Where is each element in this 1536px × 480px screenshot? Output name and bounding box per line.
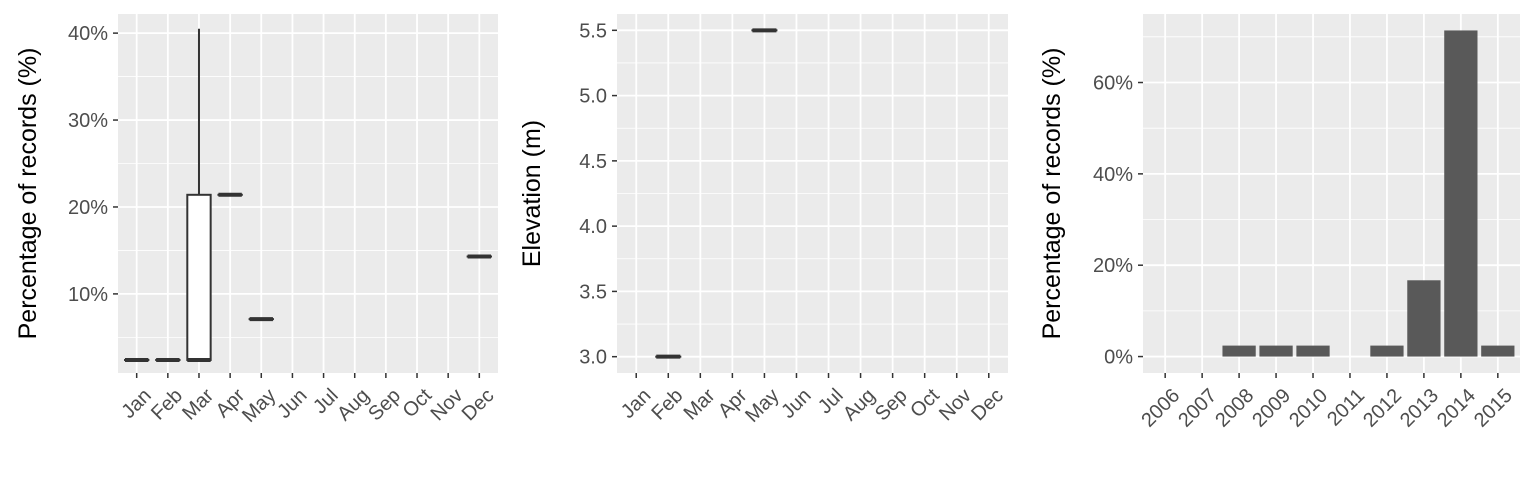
x-tick-label: Oct — [906, 384, 944, 422]
x-tick-label: Jan — [617, 385, 655, 423]
x-tick-label: Jan — [117, 385, 155, 423]
y-tick-label: 3.0 — [579, 347, 607, 369]
x-tick-label: 2006 — [1137, 385, 1184, 432]
y-tick-label: 10% — [68, 284, 108, 306]
box-Mar — [186, 193, 212, 361]
month-percentage-boxplot-panel: 10%20%30%40%JanFebMarAprMayJunJulAugSepO… — [14, 14, 498, 427]
x-tick-label: Aug — [839, 385, 880, 426]
y-axis-title: Percentage of records (%) — [14, 48, 42, 340]
bar-2010 — [1296, 345, 1330, 357]
bar-2008 — [1222, 345, 1256, 357]
panel-background — [118, 14, 498, 373]
y-tick-label: 20% — [68, 197, 108, 219]
x-tick-label: Jun — [777, 385, 815, 423]
y-tick-label: 3.5 — [579, 281, 607, 303]
y-tick-label: 5.0 — [579, 86, 607, 108]
y-tick-label: 20% — [1093, 255, 1133, 277]
x-tick-label: Nov — [935, 385, 976, 426]
x-tick-label: Oct — [399, 384, 437, 422]
x-tick-label: 2007 — [1174, 385, 1221, 432]
bar-2012 — [1370, 345, 1404, 357]
y-tick-label: 5.5 — [579, 20, 607, 42]
x-tick-label: Feb — [147, 385, 187, 425]
x-tick-label: May — [741, 385, 783, 427]
x-tick-label: 2011 — [1323, 385, 1369, 431]
y-tick-label: 40% — [1093, 164, 1133, 186]
y-tick-label: 4.5 — [579, 151, 607, 173]
bar-2009 — [1259, 345, 1293, 357]
x-tick-label: Mar — [680, 384, 720, 424]
x-tick-label: 2012 — [1359, 385, 1406, 432]
x-tick-label: 2009 — [1248, 385, 1295, 432]
y-tick-label: 0% — [1104, 347, 1133, 369]
x-tick-label: Jun — [273, 385, 311, 423]
x-tick-label: 2013 — [1396, 385, 1443, 432]
x-tick-label: Feb — [647, 385, 687, 425]
month-elevation-boxplot-panel: 3.03.54.04.55.05.5JanFebMarAprMayJunJulA… — [518, 14, 1008, 427]
bar-2014 — [1444, 30, 1478, 357]
x-tick-label: Sep — [871, 385, 912, 426]
y-tick-label: 40% — [68, 23, 108, 45]
y-axis-title: Elevation (m) — [518, 120, 546, 267]
x-tick-label: Dec — [967, 385, 1008, 426]
bar-2015 — [1481, 345, 1515, 357]
x-tick-label: 2008 — [1211, 385, 1258, 432]
x-tick-label: 2014 — [1433, 385, 1480, 432]
bar-2013 — [1407, 280, 1441, 357]
x-tick-label: 2015 — [1470, 385, 1517, 432]
year-percentage-bar-panel: 0%20%40%60%20062007200820092010201120122… — [1038, 14, 1520, 432]
y-axis-title: Percentage of records (%) — [1038, 48, 1066, 340]
x-tick-label: Mar — [178, 384, 218, 424]
y-tick-label: 4.0 — [579, 216, 607, 238]
y-tick-label: 60% — [1093, 73, 1133, 95]
x-tick-label: Dec — [458, 385, 499, 426]
x-tick-label: 2010 — [1285, 385, 1332, 432]
y-tick-label: 30% — [68, 110, 108, 132]
